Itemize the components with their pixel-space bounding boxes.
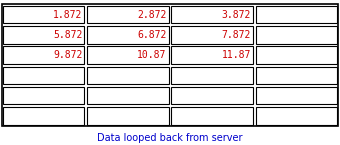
Text: 1.872: 1.872 (53, 10, 82, 19)
Bar (171, 6, 253, 23)
Text: 2.872: 2.872 (137, 10, 167, 19)
Bar (3, 107, 84, 125)
Bar (171, 26, 253, 44)
Text: 5.872: 5.872 (53, 30, 82, 40)
Bar (171, 87, 253, 104)
Bar (171, 107, 253, 125)
Bar (256, 67, 337, 84)
Bar (3, 87, 84, 104)
Text: Data looped back from server: Data looped back from server (97, 134, 243, 143)
Bar (256, 6, 337, 23)
Text: 9.872: 9.872 (53, 50, 82, 60)
Bar (87, 46, 169, 64)
Bar (256, 87, 337, 104)
Bar (3, 26, 84, 44)
Bar (171, 46, 253, 64)
Text: 6.872: 6.872 (137, 30, 167, 40)
Bar (87, 87, 169, 104)
Bar (256, 46, 337, 64)
Text: 3.872: 3.872 (221, 10, 251, 19)
Text: 10.87: 10.87 (137, 50, 167, 60)
Bar (3, 6, 84, 23)
Bar (87, 107, 169, 125)
Bar (256, 107, 337, 125)
Bar (87, 67, 169, 84)
Bar (87, 6, 169, 23)
Text: 7.872: 7.872 (221, 30, 251, 40)
Bar (2, 4, 338, 126)
Bar (3, 67, 84, 84)
Text: 11.87: 11.87 (221, 50, 251, 60)
Bar (171, 67, 253, 84)
Bar (87, 26, 169, 44)
Bar (3, 46, 84, 64)
Bar (256, 26, 337, 44)
